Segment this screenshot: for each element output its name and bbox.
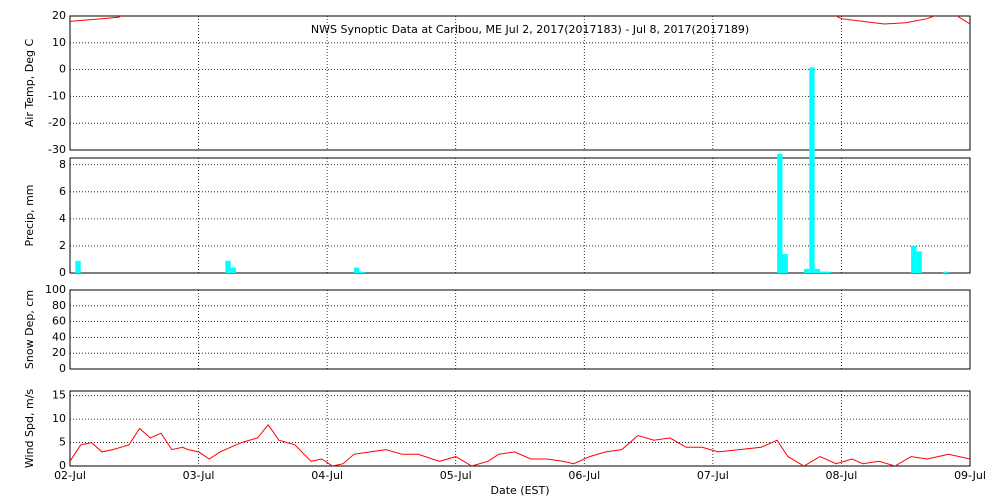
bar	[782, 254, 788, 273]
y-tick-label: 8	[59, 158, 66, 171]
y-tick-label: 80	[52, 299, 66, 312]
y-axis-label: Air Temp, Deg C	[23, 39, 36, 128]
y-tick-label: 0	[59, 362, 66, 375]
y-tick-label: 0	[59, 459, 66, 472]
bar	[803, 268, 810, 273]
y-tick-label: 10	[52, 412, 66, 425]
data-line	[70, 423, 970, 466]
chart-title: NWS Synoptic Data at Caribou, ME Jul 2, …	[311, 23, 749, 36]
y-tick-label: 10	[52, 36, 66, 49]
x-tick-label: 08-Jul	[825, 469, 857, 482]
bar	[943, 271, 949, 273]
x-tick-label: 02-Jul	[54, 469, 86, 482]
bar	[359, 271, 365, 273]
bar	[814, 268, 820, 273]
y-tick-label: 4	[59, 212, 66, 225]
y-tick-label: 15	[52, 389, 66, 402]
bar	[820, 271, 826, 273]
x-tick-label: 07-Jul	[697, 469, 729, 482]
y-tick-label: 0	[59, 63, 66, 76]
y-tick-label: -10	[48, 89, 66, 102]
x-tick-label: 04-Jul	[311, 469, 343, 482]
bar	[225, 260, 231, 273]
y-tick-label: 2	[59, 239, 66, 252]
bar	[75, 260, 81, 273]
y-tick-label: -20	[48, 116, 66, 129]
data-line	[70, 16, 970, 25]
bar	[230, 267, 237, 273]
x-tick-label: 06-Jul	[568, 469, 600, 482]
y-tick-label: 6	[59, 185, 66, 198]
bar	[777, 153, 783, 273]
x-tick-label: 05-Jul	[440, 469, 472, 482]
plot-frame	[69, 157, 971, 274]
x-axis-label: Date (EST)	[490, 484, 549, 497]
bar	[916, 251, 922, 273]
plot-frame	[69, 289, 971, 370]
bar	[911, 245, 917, 273]
y-tick-label: 60	[52, 315, 66, 328]
y-tick-label: 20	[52, 346, 66, 359]
y-tick-label: 40	[52, 330, 66, 343]
bar	[825, 271, 831, 273]
y-axis-label: Precip, mm	[23, 185, 36, 247]
bar	[353, 267, 360, 273]
y-tick-label: 100	[45, 283, 66, 296]
y-tick-label: 20	[52, 9, 66, 22]
x-tick-label: 09-Jul	[954, 469, 986, 482]
y-axis-label: Snow Dep, cm	[23, 290, 36, 369]
y-tick-label: 0	[59, 266, 66, 279]
x-tick-label: 03-Jul	[183, 469, 215, 482]
bar	[809, 67, 815, 274]
y-tick-label: -30	[48, 143, 66, 156]
y-axis-label: Wind Spd, m/s	[23, 389, 36, 469]
plot-frame	[69, 15, 971, 151]
y-tick-label: 5	[59, 436, 66, 449]
